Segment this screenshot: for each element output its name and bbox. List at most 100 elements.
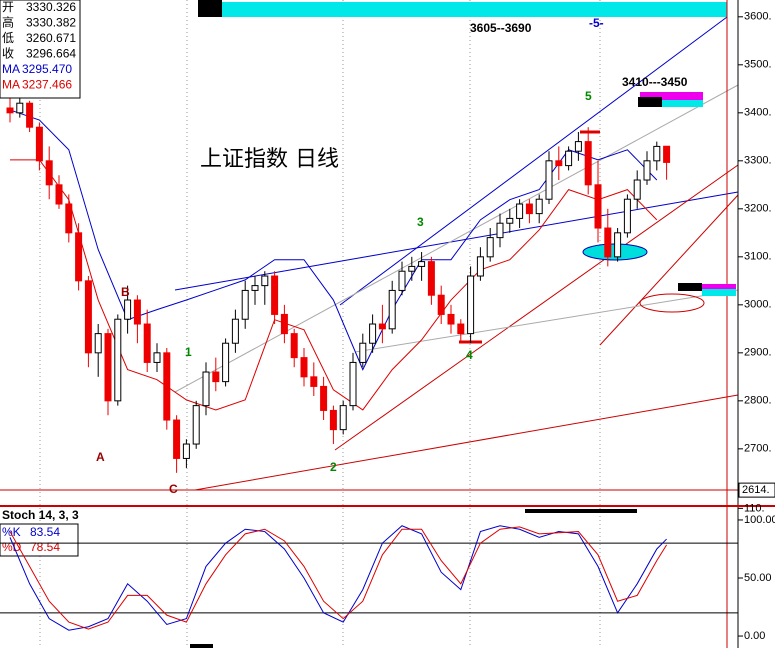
candle-body (35, 126, 43, 162)
candle-body (329, 409, 337, 431)
candle-body (55, 184, 63, 205)
candle-body (525, 203, 533, 215)
candle-body (565, 150, 573, 167)
candle-body (447, 313, 455, 325)
info-box (0, 0, 81, 99)
candle-body (75, 232, 83, 282)
candle-body (290, 333, 298, 359)
candle-body (476, 256, 484, 277)
candle-body (506, 217, 514, 224)
candle-body (280, 313, 288, 335)
wave-label: C (169, 482, 178, 496)
candle-body (202, 371, 210, 407)
candle-body (261, 275, 269, 287)
legend-value: 83.54 (30, 525, 60, 539)
annotation: 3410---3450 (622, 75, 688, 89)
candle-body (574, 141, 582, 152)
candle-body (173, 419, 181, 459)
legend-label: %K (2, 525, 21, 539)
y-tick-label: 3200. (744, 203, 772, 215)
candle-body (222, 342, 230, 383)
info-label: 开 (2, 0, 14, 14)
range-boxes (638, 92, 736, 296)
candle-body (104, 333, 112, 402)
candle-body (555, 160, 563, 167)
candle-body (339, 405, 347, 431)
candle-body (94, 333, 102, 354)
y-tick-label: 2900. (744, 347, 772, 359)
candle-body (251, 285, 259, 291)
info-value: 3237.466 (22, 78, 72, 92)
y-tick-label: 100.00 (744, 514, 775, 526)
info-label: MA (2, 62, 20, 76)
marker-bar (525, 509, 637, 513)
candle-body (486, 237, 494, 258)
candle-body (653, 145, 661, 162)
candle-body (153, 352, 161, 363)
candle-body (594, 184, 602, 229)
cursor-box (738, 482, 775, 498)
wave-label: 5 (585, 89, 592, 103)
candle-body (212, 371, 220, 383)
candle-body (369, 323, 377, 344)
candle-body (84, 280, 92, 354)
wave-label: 1 (185, 345, 192, 359)
info-value: 3295.470 (22, 62, 72, 76)
y-tick-label: 3300. (744, 155, 772, 167)
candle-body (65, 203, 73, 234)
candle-body (388, 289, 396, 330)
stoch-line (9, 526, 668, 630)
candle-body (584, 141, 592, 186)
quote-info: 开 3330.326 高 3330.382 低 3260.671 收 3296.664 MA 32… (2, 0, 76, 92)
candle-body (320, 385, 328, 411)
top-marker (198, 0, 222, 17)
legend-value: 78.54 (30, 540, 60, 554)
candle-body (310, 376, 318, 387)
annotation: -5- (589, 16, 604, 30)
candle-body (496, 222, 504, 239)
candle-body (231, 318, 239, 344)
y-tick-label: 50.00 (744, 572, 772, 584)
candle-body (427, 261, 435, 296)
y-tick-label: 2800. (744, 395, 772, 407)
candle-body (133, 299, 141, 325)
candle-body (349, 361, 357, 407)
candle-body (663, 145, 671, 163)
wave-label: 2 (330, 460, 337, 474)
info-label: 收 (2, 47, 14, 61)
annotation: 3605--3690 (470, 21, 532, 35)
annotations: 3605--3690 -5- 3410---3450 1 2 3 4 5 A B… (96, 16, 688, 496)
candle-body (437, 294, 445, 315)
trend-lines (0, 0, 739, 648)
info-label: 高 (2, 15, 14, 30)
candle-body (163, 352, 171, 421)
candle-body (300, 357, 308, 378)
candle-body (457, 323, 465, 335)
wave-label: A (96, 450, 105, 464)
y-tick-label: 3000. (744, 299, 772, 311)
y-tick-label: 0.00 (744, 630, 765, 642)
wave-label: 4 (466, 348, 473, 362)
stoch-legend (0, 523, 79, 557)
candle-body (271, 275, 279, 315)
candle-body (124, 299, 132, 320)
info-value: 3330.382 (26, 16, 76, 30)
candle-body (182, 443, 190, 459)
candle-body (516, 203, 524, 219)
candle-body (6, 107, 14, 114)
info-label: MA (2, 78, 20, 92)
y-tick-label: 3500. (744, 59, 772, 71)
candle-body (623, 198, 631, 234)
y-tick-label: 3400. (744, 107, 772, 119)
y-tick-label: 2700. (744, 443, 772, 455)
candle-body (633, 179, 641, 200)
info-value: 3330.326 (26, 0, 76, 14)
chart-title: 上证指数 日线 (200, 147, 339, 172)
cursor-label: 2614. (742, 484, 770, 496)
marker-bar (190, 644, 213, 648)
candle-body (467, 275, 475, 335)
candle-body (614, 232, 622, 258)
info-label: 低 (2, 31, 14, 45)
